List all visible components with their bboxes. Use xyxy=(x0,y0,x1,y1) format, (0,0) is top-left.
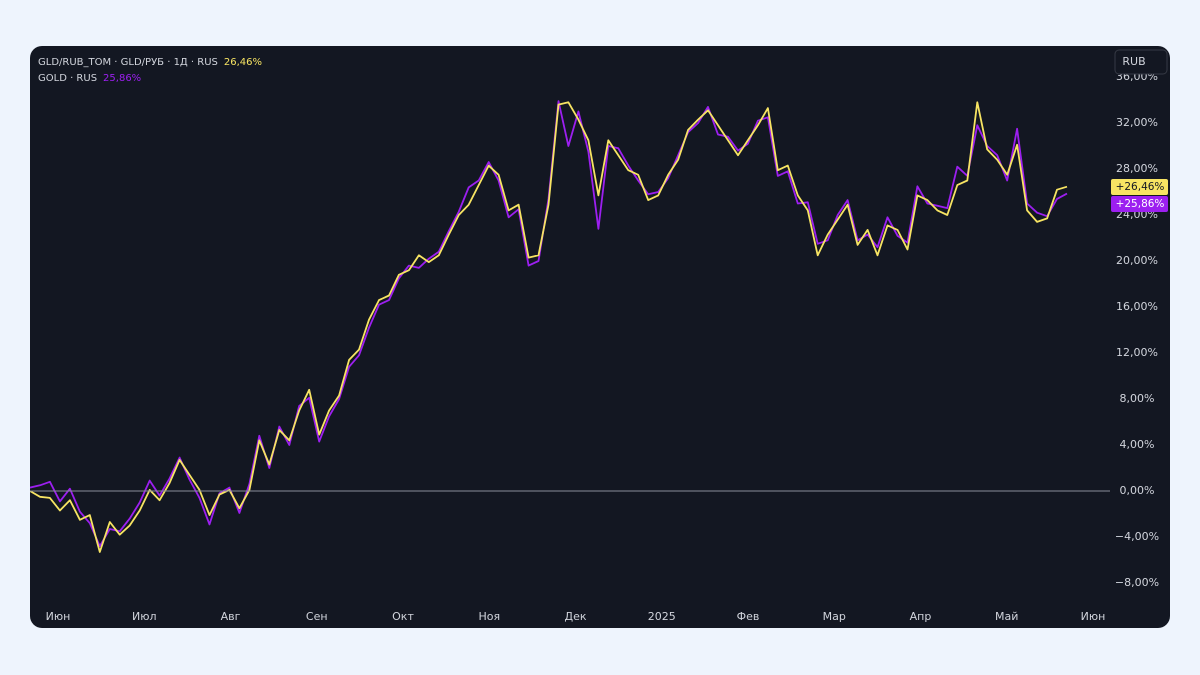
x-tick-label: Дек xyxy=(564,610,586,623)
x-tick-label: Ноя xyxy=(478,610,500,623)
y-tick-label: 28,00% xyxy=(1116,162,1158,175)
y-tick-label: 8,00% xyxy=(1120,392,1155,405)
y-tick-label: −8,00% xyxy=(1115,576,1159,589)
labels: −8,00% −4,00% 0,00% 4,00% 8,00% 12,00% 16,00% 2… xyxy=(46,70,1168,623)
legend-name: GOLD · RUS xyxy=(38,73,97,84)
plot-area xyxy=(30,100,1068,553)
x-tick-label: Мар xyxy=(823,610,846,623)
x-tick-label: Апр xyxy=(910,610,932,623)
price-label-box xyxy=(1111,196,1168,212)
currency-button[interactable]: RUB xyxy=(1114,49,1168,75)
legend-value: 26,46% xyxy=(224,57,262,68)
x-tick-label: Окт xyxy=(392,610,414,623)
x-tick-label: Июл xyxy=(132,610,157,623)
legend-name: GLD/RUB_TOM · GLD/РУБ · 1Д · RUS xyxy=(38,57,218,68)
button-label[interactable]: RUB xyxy=(1122,55,1145,68)
y-tick-label: 32,00% xyxy=(1116,116,1158,129)
x-tick-label: Май xyxy=(995,610,1018,623)
y-tick-label: 20,00% xyxy=(1116,254,1158,267)
legend-value: 25,86% xyxy=(103,73,141,84)
button-frame[interactable] xyxy=(1114,49,1168,75)
y-tick-label: 12,00% xyxy=(1116,346,1158,359)
x-tick-label: Сен xyxy=(306,610,328,623)
y-tick-label: 16,00% xyxy=(1116,300,1158,313)
x-tick-label: 2025 xyxy=(648,610,676,623)
y-tick-label: −4,00% xyxy=(1115,530,1159,543)
legend: GLD/RUB_TOM · GLD/РУБ · 1Д · RUS 26,46% GO… xyxy=(38,57,262,84)
x-tick-label: Фев xyxy=(737,610,760,623)
x-tick-label: Авг xyxy=(221,610,241,623)
price-label: +26,46% xyxy=(1116,181,1165,193)
x-tick-label: Июн xyxy=(1081,610,1106,623)
price-label: +25,86% xyxy=(1116,198,1165,210)
y-tick-label: 0,00% xyxy=(1120,484,1155,497)
chart-panel xyxy=(30,46,1170,628)
y-tick-label: 4,00% xyxy=(1120,438,1155,451)
price-label-box xyxy=(1111,179,1168,195)
x-tick-label: Июн xyxy=(46,610,71,623)
series-line xyxy=(30,101,1068,553)
